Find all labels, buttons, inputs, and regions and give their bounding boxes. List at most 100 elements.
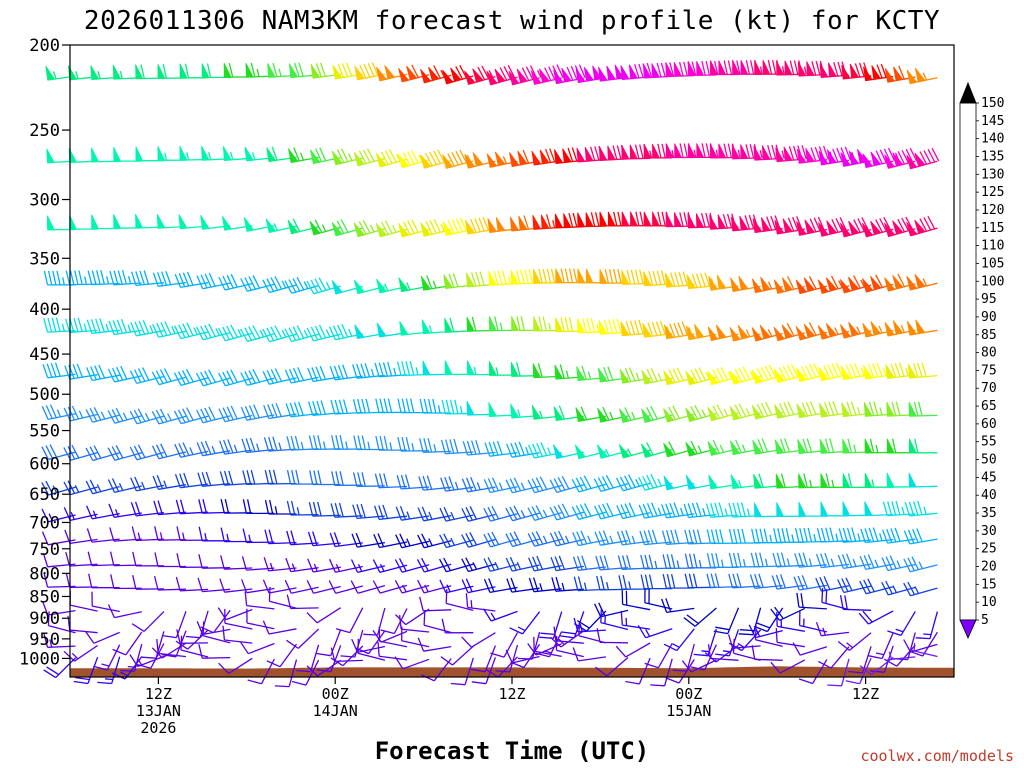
wind-barb xyxy=(307,531,341,547)
wind-barb xyxy=(817,646,850,669)
x-tick-label: 2026 xyxy=(140,719,176,737)
wind-barb xyxy=(63,405,98,422)
x-tick-label: 14JAN xyxy=(313,702,358,720)
wind-barb xyxy=(505,649,540,664)
colorbar-label: 85 xyxy=(981,328,997,343)
wind-barb xyxy=(274,659,298,688)
wind-barb xyxy=(285,401,319,418)
wind-barb xyxy=(550,555,584,572)
wind-barb xyxy=(881,555,916,572)
wind-barb xyxy=(441,618,474,634)
wind-barb xyxy=(330,647,363,663)
wind-barb xyxy=(770,659,806,674)
wind-barb xyxy=(551,576,584,592)
wind-barb xyxy=(620,610,651,630)
wind-barb xyxy=(820,473,850,489)
wind-barb xyxy=(420,149,452,169)
wind-barb xyxy=(532,214,562,230)
colorbar-label: 100 xyxy=(981,274,1004,289)
wind-barb xyxy=(728,552,761,568)
wind-barb xyxy=(528,577,562,593)
wind-barb xyxy=(792,642,828,656)
wind-barb xyxy=(240,404,275,421)
wind-barb xyxy=(286,530,319,546)
wind-barb xyxy=(307,558,341,573)
wind-barb xyxy=(43,633,76,648)
wind-barb xyxy=(748,624,783,639)
x-tick-label: 12Z xyxy=(145,685,172,703)
wind-barb xyxy=(484,440,518,457)
wind-barb xyxy=(732,60,763,75)
wind-barb xyxy=(372,559,408,574)
wind-barb xyxy=(86,364,120,382)
wind-barb xyxy=(461,506,496,522)
wind-barb xyxy=(244,591,275,610)
wind-barb xyxy=(372,580,408,594)
wind-barb xyxy=(816,527,850,543)
wind-barb xyxy=(350,580,386,594)
wind-barb xyxy=(73,656,99,685)
wind-barb xyxy=(156,639,187,658)
wind-barb xyxy=(419,398,452,414)
wind-barb xyxy=(239,641,275,655)
wind-barb xyxy=(65,573,98,588)
wind-barb xyxy=(262,368,297,385)
wind-barb xyxy=(505,477,540,494)
wind-barb xyxy=(64,529,98,545)
wind-barb xyxy=(240,325,275,343)
wind-barb xyxy=(263,557,297,572)
wind-barb xyxy=(376,322,408,338)
wind-barb xyxy=(461,632,496,648)
wind-barb xyxy=(772,552,805,568)
wind-barb xyxy=(573,617,606,633)
wind-barb xyxy=(621,590,651,611)
wind-barb xyxy=(775,473,805,489)
wind-barb xyxy=(151,642,187,659)
wind-barb xyxy=(862,216,894,238)
wind-barb xyxy=(266,643,298,668)
wind-barb xyxy=(153,500,187,516)
wind-barb xyxy=(67,615,98,634)
wind-barb xyxy=(352,398,385,414)
colorbar-label: 10 xyxy=(981,595,997,610)
wind-barb xyxy=(109,551,142,567)
wind-barb xyxy=(620,319,651,337)
wind-barb xyxy=(375,435,407,451)
wind-barb xyxy=(672,643,695,672)
wind-barb xyxy=(328,580,363,594)
wind-barb xyxy=(450,657,474,686)
wind-barb xyxy=(152,475,187,490)
wind-barb xyxy=(643,211,673,227)
wind-barb xyxy=(639,529,673,546)
wind-barb xyxy=(439,533,474,549)
colorbar-label: 110 xyxy=(981,239,1004,254)
wind-barb xyxy=(218,369,253,387)
wind-barb xyxy=(483,477,518,494)
wind-barb xyxy=(549,476,584,494)
wind-barb xyxy=(663,628,695,652)
wind-barb xyxy=(197,471,231,487)
wind-barb xyxy=(798,659,828,685)
wind-barb xyxy=(837,577,872,594)
y-tick-label: 450 xyxy=(29,345,60,365)
wind-barb xyxy=(595,657,629,677)
wind-barb xyxy=(352,503,385,520)
wind-barb xyxy=(908,631,938,657)
wind-barb xyxy=(262,579,297,594)
wind-barb xyxy=(43,317,76,333)
wind-barb xyxy=(286,628,320,649)
wind-barb xyxy=(616,530,651,546)
wind-barb xyxy=(219,578,253,593)
wind-barb xyxy=(539,611,563,640)
wind-barb xyxy=(555,317,584,333)
wind-barb xyxy=(441,399,474,415)
colorbar-label: 130 xyxy=(981,167,1004,182)
wind-barb xyxy=(906,67,938,85)
wind-barb xyxy=(817,275,850,294)
wind-barb xyxy=(483,578,518,594)
wind-barb xyxy=(859,554,894,571)
wind-barb xyxy=(91,591,120,613)
wind-barb xyxy=(417,579,452,594)
colorbar-label: 125 xyxy=(981,185,1004,200)
wind-barb xyxy=(42,362,76,379)
